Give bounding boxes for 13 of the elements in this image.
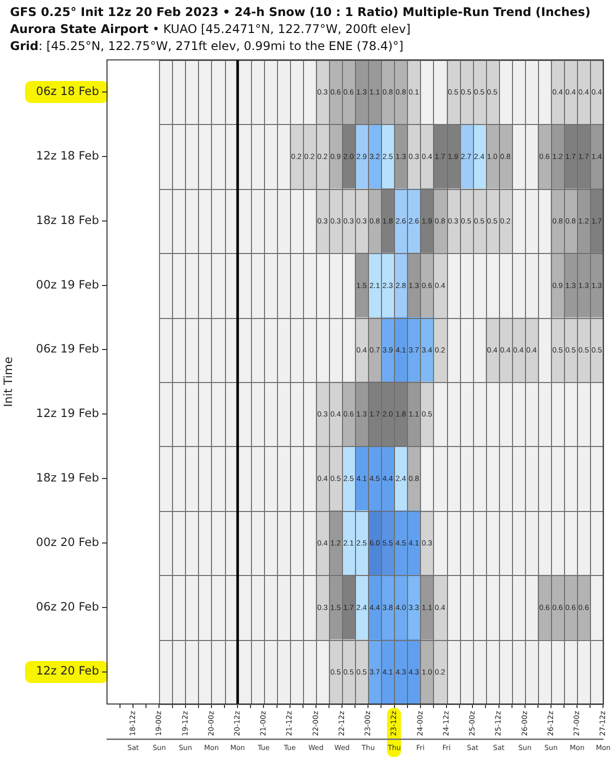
- y-tick-label: 18z 19 Feb: [36, 470, 99, 485]
- y-tick-label: 12z 20 Feb: [36, 664, 99, 678]
- y-tick-label: 06z 20 Feb: [36, 599, 99, 614]
- y-tick-label: 00z 19 Feb: [36, 277, 99, 292]
- y-tick-label: 18z 18 Feb: [36, 212, 99, 227]
- y-axis-title: Init Time: [0, 356, 15, 408]
- y-tick-label: 06z 19 Feb: [36, 342, 99, 356]
- y-tick-label: 12z 19 Feb: [36, 406, 99, 420]
- text: Aurora State Airport • KUAO [45.2471°N, 122.77°W, 200ft elev] Grid: [45.25°N, 122.75°W, 271ft elev, 0.99mi to the ENE (78.4)°]: [10, 22, 411, 53]
- y-tick-label: 06z 18 Feb: [36, 84, 99, 98]
- y-tick-label: 00z 20 Feb: [36, 534, 99, 549]
- y-tick-label: 12z 18 Feb: [36, 148, 99, 162]
- chart-title: GFS 0.25° Init 12z 20 Feb 2023 • 24-h Snow (10 : 1 Ratio) Multiple-Run Trend (Inches): [10, 4, 592, 21]
